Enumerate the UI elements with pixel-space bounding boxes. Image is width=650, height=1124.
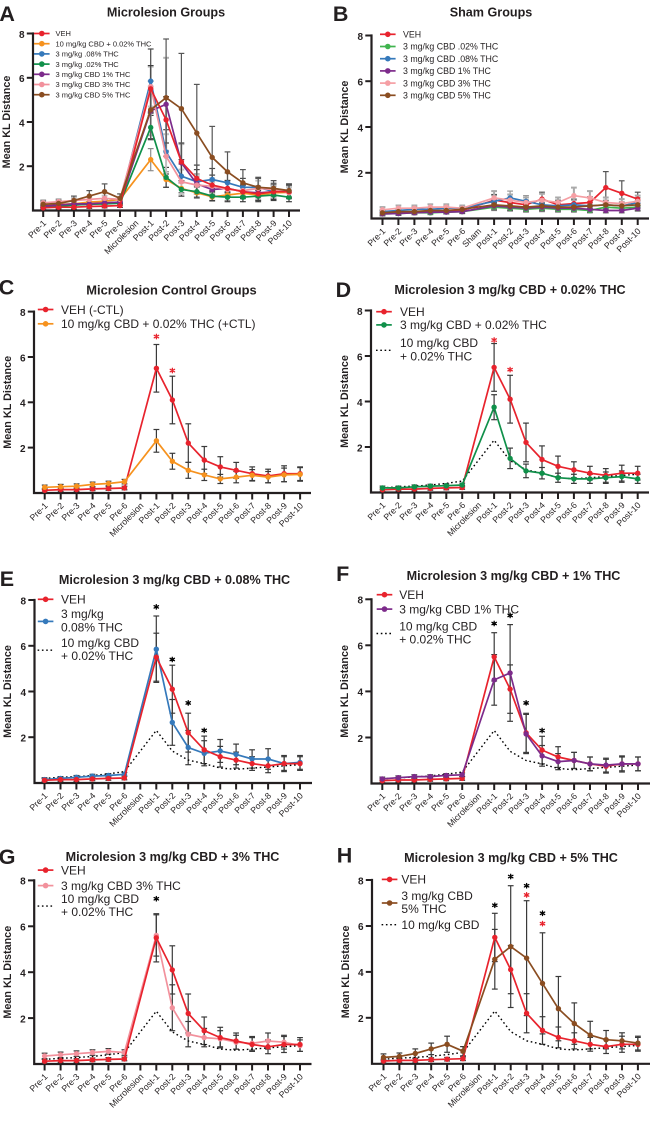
svg-text:2: 2 [20,444,26,455]
svg-text:8: 8 [20,596,26,607]
svg-text:3 mg/kg CBD .08% THC: 3 mg/kg CBD .08% THC [403,54,499,64]
svg-text:3 mg/kg .02% THC: 3 mg/kg .02% THC [56,60,120,69]
svg-text:6: 6 [19,74,25,85]
svg-text:2: 2 [19,163,25,174]
svg-text:8: 8 [358,876,364,887]
svg-text:4: 4 [19,118,25,129]
svg-text:Microlesion Groups: Microlesion Groups [107,6,225,20]
svg-text:VEH: VEH [61,863,86,877]
svg-text:D: D [336,278,352,302]
svg-text:10 mg/kg CBD: 10 mg/kg CBD [399,619,477,633]
svg-text:+ 0.02% THC: + 0.02% THC [399,633,471,647]
svg-text:Mean KL Distance: Mean KL Distance [2,356,14,449]
svg-text:VEH (-CTL): VEH (-CTL) [61,303,124,317]
svg-text:E: E [0,567,14,591]
svg-text:6: 6 [20,353,26,364]
svg-text:10 mg/kg CBD: 10 mg/kg CBD [61,892,139,906]
svg-text:3 mg/kg CBD 5% THC: 3 mg/kg CBD 5% THC [56,90,131,99]
svg-text:3 mg/kg CBD 3% THC: 3 mg/kg CBD 3% THC [61,879,181,893]
svg-text:G: G [0,845,15,869]
svg-text:3 mg/kg: 3 mg/kg [61,607,104,621]
svg-text:VEH: VEH [61,593,86,607]
svg-text:2: 2 [357,443,363,454]
svg-text:Microlesion 3 mg/kg CBD + 0.08: Microlesion 3 mg/kg CBD + 0.08% THC [59,573,290,587]
svg-text:2: 2 [357,734,363,745]
svg-text:6: 6 [357,78,363,89]
svg-text:10 mg/kg CBD + 0.02% THC (+CTL: 10 mg/kg CBD + 0.02% THC (+CTL) [61,317,256,331]
svg-text:4: 4 [358,968,364,979]
svg-text:Mean KL Distance: Mean KL Distance [339,81,351,174]
svg-text:Mean KL Distance: Mean KL Distance [2,926,14,1019]
svg-text:8: 8 [20,877,26,888]
svg-text:VEH: VEH [403,30,421,40]
svg-text:6: 6 [20,923,26,934]
svg-text:2: 2 [358,1014,364,1025]
svg-text:4: 4 [357,688,363,699]
svg-text:10 mg/kg CBD: 10 mg/kg CBD [61,636,139,650]
svg-text:3 mg/kg .08% THC: 3 mg/kg .08% THC [56,50,120,59]
svg-text:6: 6 [358,922,364,933]
svg-text:6: 6 [357,352,363,363]
svg-text:VEH: VEH [56,29,71,38]
svg-text:Microlesion 3 mg/kg CBD + 3% T: Microlesion 3 mg/kg CBD + 3% THC [66,850,280,864]
svg-text:8: 8 [19,30,25,41]
svg-text:Mean KL Distance: Mean KL Distance [339,645,351,738]
svg-text:Mean KL Distance: Mean KL Distance [339,355,351,448]
svg-text:F: F [336,562,349,586]
svg-text:+ 0.02% THC: + 0.02% THC [61,649,133,663]
svg-text:10 mg/kg CBD: 10 mg/kg CBD [400,336,478,350]
svg-text:4: 4 [357,398,363,409]
svg-text:Microlesion 3 mg/kg CBD + 5% T: Microlesion 3 mg/kg CBD + 5% THC [404,851,618,865]
svg-text:3 mg/kg CBD: 3 mg/kg CBD [401,889,473,903]
svg-text:3 mg/kg CBD .02% THC: 3 mg/kg CBD .02% THC [403,42,499,52]
svg-text:6: 6 [357,642,363,653]
svg-text:3 mg/kg CBD 5% THC: 3 mg/kg CBD 5% THC [403,91,491,101]
svg-text:3 mg/kg CBD 1% THC: 3 mg/kg CBD 1% THC [399,602,519,616]
svg-text:2: 2 [20,734,26,745]
svg-text:B: B [333,2,349,26]
svg-text:Mean KL Distance: Mean KL Distance [1,76,13,169]
svg-text:Mean KL Distance: Mean KL Distance [2,645,14,738]
svg-text:3 mg/kg CBD 3% THC: 3 mg/kg CBD 3% THC [403,78,491,88]
svg-text:VEH: VEH [400,305,425,319]
svg-text:8: 8 [357,32,363,43]
svg-text:3 mg/kg CBD 1% THC: 3 mg/kg CBD 1% THC [56,70,131,79]
svg-text:Mean KL Distance: Mean KL Distance [340,925,352,1018]
svg-text:Sham Groups: Sham Groups [450,6,533,20]
svg-text:8: 8 [357,596,363,607]
svg-text:2: 2 [20,1014,26,1025]
svg-text:+ 0.02% THC: + 0.02% THC [400,349,472,363]
svg-text:+ 0.02% THC: + 0.02% THC [61,905,133,919]
svg-text:6: 6 [20,642,26,653]
svg-text:Microlesion 3 mg/kg CBD + 1% T: Microlesion 3 mg/kg CBD + 1% THC [407,569,621,583]
svg-text:3 mg/kg CBD 1% THC: 3 mg/kg CBD 1% THC [403,66,491,76]
svg-text:3 mg/kg CBD + 0.02% THC: 3 mg/kg CBD + 0.02% THC [400,318,547,332]
svg-text:3 mg/kg CBD 3% THC: 3 mg/kg CBD 3% THC [56,80,131,89]
svg-text:4: 4 [20,969,26,980]
svg-text:H: H [337,844,353,868]
svg-text:Microlesion 3 mg/kg CBD + 0.02: Microlesion 3 mg/kg CBD + 0.02% THC [394,283,625,297]
svg-text:C: C [0,276,14,300]
svg-text:8: 8 [20,308,26,319]
svg-text:10 mg/kg CBD + 0.02% THC: 10 mg/kg CBD + 0.02% THC [56,39,153,48]
svg-text:0.08% THC: 0.08% THC [61,620,123,634]
svg-text:VEH: VEH [401,873,426,887]
svg-text:Microlesion Control Groups: Microlesion Control Groups [86,282,256,297]
svg-text:VEH: VEH [399,588,424,602]
svg-text:8: 8 [357,307,363,318]
svg-text:5% THC: 5% THC [401,902,446,916]
svg-text:4: 4 [357,123,363,134]
svg-text:4: 4 [20,688,26,699]
svg-text:A: A [0,2,15,26]
svg-text:10 mg/kg CBD: 10 mg/kg CBD [401,918,479,932]
svg-text:4: 4 [20,399,26,410]
svg-text:2: 2 [357,169,363,180]
